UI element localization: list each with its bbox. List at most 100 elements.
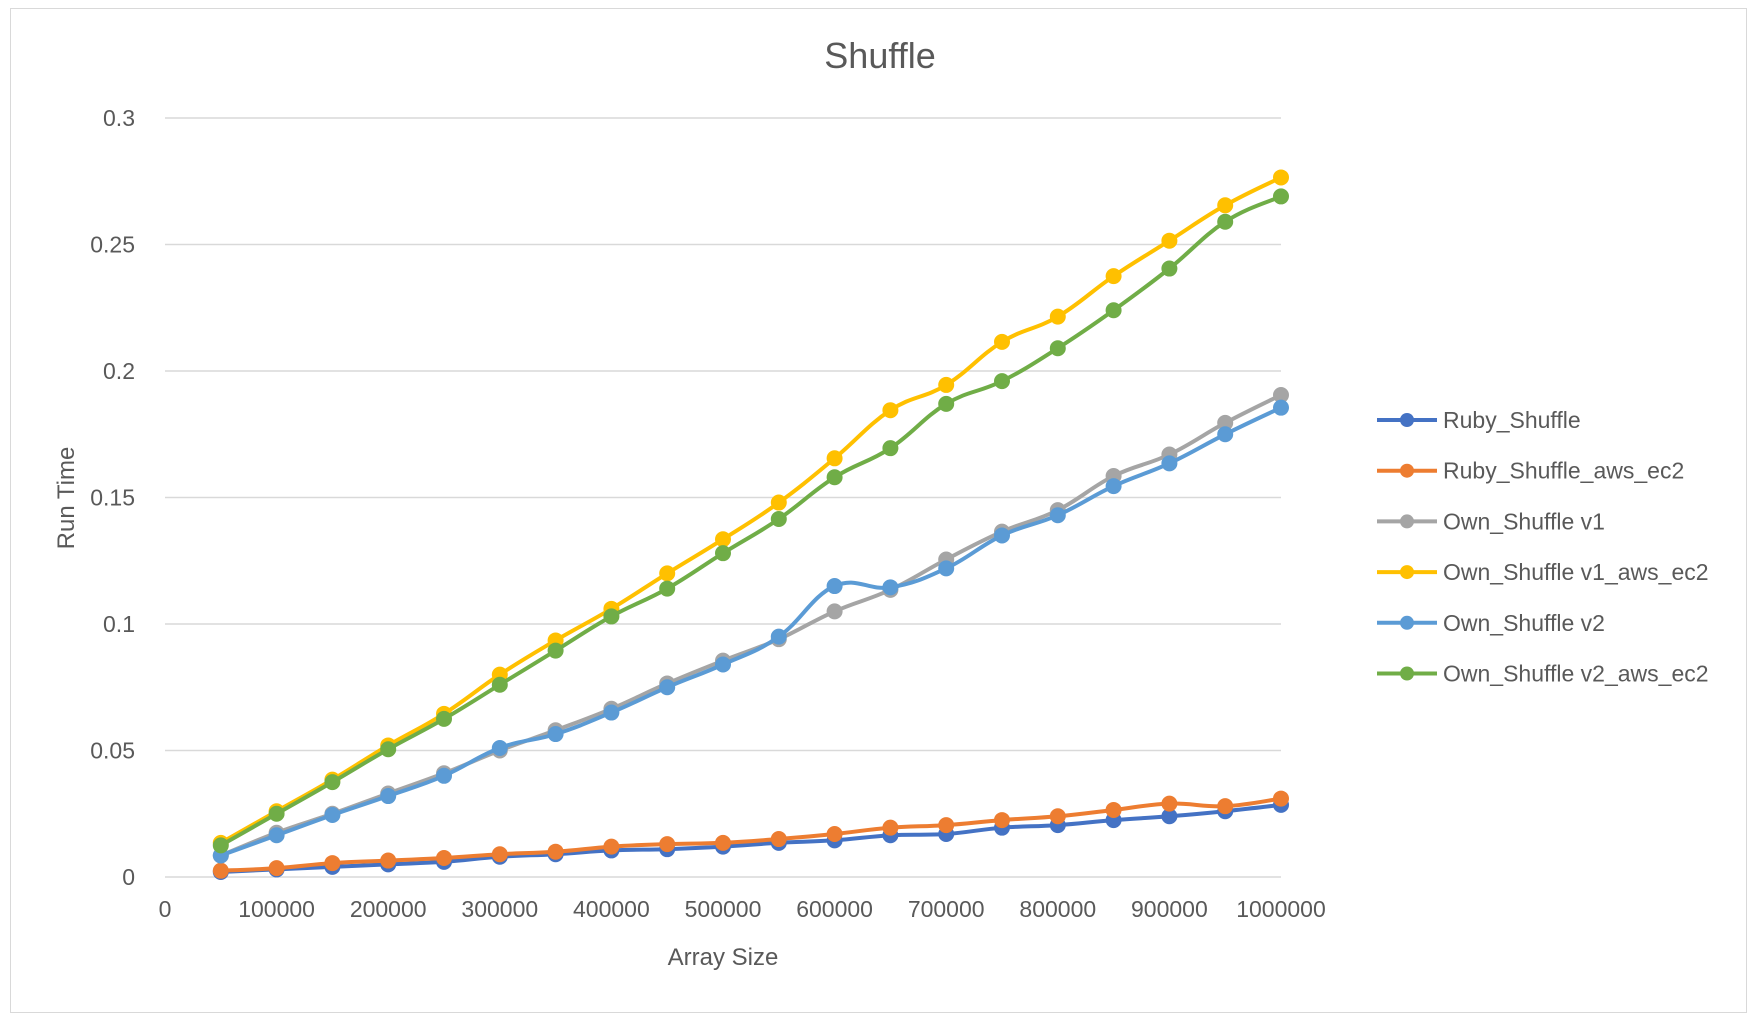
data-point [882, 579, 899, 596]
data-point [1105, 268, 1122, 285]
legend-swatch-marker [1400, 514, 1414, 529]
legend-label: Ruby_Shuffle_aws_ec2 [1443, 458, 1684, 484]
data-point [436, 850, 452, 867]
data-point [1161, 232, 1178, 249]
x-tick-label: 500000 [685, 896, 762, 922]
data-point [547, 726, 564, 743]
series-own-shuffle-v1 [212, 387, 1289, 864]
data-point [938, 376, 955, 393]
data-point [268, 860, 285, 877]
data-point [938, 560, 955, 577]
data-point [1049, 507, 1066, 524]
data-point [1161, 795, 1178, 812]
legend-label: Own_Shuffle v2_aws_ec2 [1443, 661, 1709, 687]
y-tick-label: 0.1 [103, 611, 135, 637]
x-tick-label: 600000 [796, 896, 873, 922]
data-point [770, 494, 787, 511]
data-point [826, 578, 843, 595]
x-tick-label: 200000 [350, 896, 427, 922]
data-point [212, 862, 229, 879]
data-point [826, 450, 843, 467]
series-line [218, 175, 1283, 845]
y-tick-label: 0.05 [90, 738, 135, 764]
x-tick-label: 100000 [238, 896, 315, 922]
chart-frame [10, 8, 1747, 1013]
data-point [436, 767, 452, 784]
legend-item: Ruby_Shuffle_aws_ec2 [1377, 458, 1684, 484]
data-point [491, 846, 508, 863]
data-point [659, 580, 676, 597]
chart-title: Shuffle [824, 35, 935, 76]
legend-item: Ruby_Shuffle [1377, 407, 1581, 433]
legend-item: Own_Shuffle v1 [1377, 508, 1605, 534]
legend-item: Own_Shuffle v1_aws_ec2 [1377, 559, 1709, 585]
y-tick-label: 0.25 [90, 232, 135, 258]
series-line [218, 393, 1283, 858]
data-point [1273, 169, 1289, 186]
data-point [380, 852, 397, 869]
series-own-shuffle-v1-aws-ec2 [212, 169, 1289, 851]
data-point [491, 739, 508, 756]
data-point [826, 825, 843, 842]
data-point [1217, 197, 1234, 214]
legend-swatch-marker [1400, 666, 1414, 681]
data-point [882, 402, 899, 419]
data-point [1217, 798, 1234, 815]
data-point [1273, 188, 1289, 205]
data-point [268, 827, 285, 844]
y-tick-label: 0.2 [103, 358, 135, 384]
data-point [1049, 808, 1066, 825]
data-point [659, 836, 676, 853]
series-own-shuffle-v2-aws-ec2 [212, 188, 1289, 854]
data-point [1161, 260, 1178, 277]
x-tick-label: 300000 [461, 896, 538, 922]
series-own-shuffle-v2 [212, 399, 1289, 864]
series-line [218, 796, 1283, 873]
x-tick-label: 800000 [1019, 896, 1096, 922]
data-point [212, 837, 229, 854]
data-point [882, 440, 899, 457]
legend-label: Own_Shuffle v1_aws_ec2 [1443, 559, 1709, 585]
legend-swatch-marker [1400, 413, 1414, 427]
legend-item: Own_Shuffle v2 [1377, 610, 1605, 636]
data-point [994, 373, 1010, 390]
data-point [1105, 302, 1122, 319]
series-line [218, 405, 1283, 858]
data-point [1217, 213, 1234, 230]
x-axis-ticks: 0 100000 200000 300000 400000 500000 600000 700… [159, 896, 1326, 922]
data-point [994, 527, 1010, 544]
gridlines [165, 117, 1281, 752]
data-point [491, 676, 508, 693]
data-point [1105, 478, 1122, 495]
data-point [1273, 790, 1289, 807]
data-point [324, 807, 341, 824]
legend-swatch-marker [1400, 615, 1414, 630]
legend-label: Own_Shuffle v1 [1443, 508, 1605, 534]
y-tick-label: 0 [122, 864, 135, 890]
y-axis-ticks: 0 0.05 0.1 0.15 0.2 0.25 0.3 [90, 105, 135, 890]
legend-label: Ruby_Shuffle [1443, 407, 1581, 433]
data-point [938, 817, 955, 834]
data-point [324, 855, 341, 872]
x-tick-label: 1000000 [1236, 896, 1326, 922]
data-point [826, 603, 843, 620]
data-point [324, 774, 341, 791]
data-point [436, 710, 452, 727]
data-point [994, 333, 1010, 350]
data-point [659, 679, 676, 696]
data-point [1273, 399, 1289, 416]
legend-label: Own_Shuffle v2 [1443, 610, 1605, 636]
legend: Ruby_Shuffle Ruby_Shuffle_aws_ec2 Own_Shuf… [1377, 407, 1709, 687]
y-tick-label: 0.3 [103, 105, 135, 131]
x-tick-label: 900000 [1131, 896, 1208, 922]
data-point [603, 838, 620, 855]
data-point [603, 608, 620, 625]
data-point [547, 843, 564, 860]
data-point [380, 741, 397, 758]
data-point [994, 812, 1010, 829]
data-point [1217, 426, 1234, 443]
data-point [659, 565, 676, 582]
data-point [1049, 308, 1066, 325]
data-point [380, 788, 397, 805]
